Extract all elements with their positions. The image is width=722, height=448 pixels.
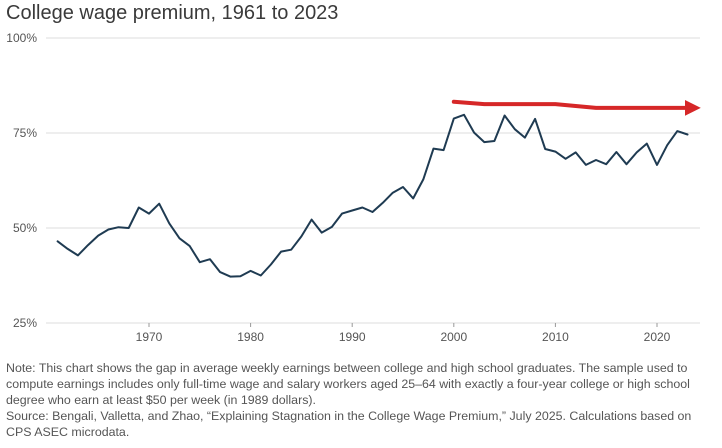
annotation-layer	[451, 99, 701, 116]
data-point-1975	[199, 261, 201, 263]
data-point-1965	[97, 234, 99, 236]
x-tick-label: 1970	[136, 330, 163, 344]
data-point-1974	[188, 245, 190, 247]
data-point-1999	[442, 149, 444, 151]
data-point-1986	[310, 218, 312, 220]
data-point-2023	[686, 133, 688, 135]
data-point-1977	[219, 271, 221, 273]
data-point-1981	[260, 274, 262, 276]
data-point-2004	[493, 140, 495, 142]
data-point-1984	[290, 249, 292, 251]
data-point-2014	[595, 159, 597, 161]
x-tick-label: 1990	[339, 330, 366, 344]
data-point-1963	[77, 254, 79, 256]
data-point-2009	[544, 148, 546, 150]
chart-notes: Note: This chart shows the gap in averag…	[6, 360, 718, 440]
data-point-2012	[575, 151, 577, 153]
data-point-2006	[514, 128, 516, 130]
data-point-1962	[67, 248, 69, 250]
data-point-1990	[351, 209, 353, 211]
data-point-1983	[280, 250, 282, 252]
data-point-2011	[564, 158, 566, 160]
y-tick-label: 25%	[13, 316, 37, 330]
x-axis: 1970 1980 1990 2000 2010 2020	[136, 323, 671, 344]
data-point-1982	[270, 263, 272, 265]
data-point-1992	[371, 211, 373, 213]
data-point-2016	[615, 151, 617, 153]
data-point-2002	[473, 131, 475, 133]
x-tick-label: 2010	[542, 330, 569, 344]
data-point-1978	[229, 275, 231, 277]
data-point-2015	[605, 163, 607, 165]
data-point-2003	[483, 141, 485, 143]
y-tick-label: 100%	[6, 31, 37, 45]
data-point-2000	[453, 117, 455, 119]
data-point-1994	[392, 192, 394, 194]
annotation-arrow-0	[451, 99, 701, 116]
series-line-0	[56, 113, 689, 278]
data-point-2018	[636, 151, 638, 153]
data-point-2007	[524, 136, 526, 138]
data-point-1970	[148, 212, 150, 214]
data-point-1961	[56, 240, 58, 242]
data-point-1998	[432, 147, 434, 149]
data-point-1989	[341, 212, 343, 214]
x-tick-label: 1980	[237, 330, 264, 344]
data-point-2005	[503, 114, 505, 116]
data-point-2019	[646, 142, 648, 144]
data-point-1964	[87, 244, 89, 246]
data-point-2013	[585, 164, 587, 166]
data-point-2022	[676, 130, 678, 132]
y-tick-label: 75%	[13, 126, 37, 140]
data-point-2001	[463, 114, 465, 116]
series-layer	[56, 113, 689, 278]
data-point-1995	[402, 186, 404, 188]
data-point-1993	[382, 202, 384, 204]
data-point-1973	[178, 237, 180, 239]
data-point-1980	[249, 270, 251, 272]
data-point-1991	[361, 206, 363, 208]
y-axis: 100% 75% 50% 25%	[6, 31, 37, 330]
data-point-2021	[666, 144, 668, 146]
data-point-1968	[128, 227, 130, 229]
data-point-1969	[138, 206, 140, 208]
data-point-1966	[107, 228, 109, 230]
x-tick-label: 2020	[644, 330, 671, 344]
y-tick-label: 50%	[13, 221, 37, 235]
note-text: Note: This chart shows the gap in averag…	[6, 361, 690, 407]
data-point-2017	[625, 163, 627, 165]
data-point-1976	[209, 258, 211, 260]
gridlines	[46, 37, 700, 324]
data-point-1985	[300, 235, 302, 237]
data-point-1971	[158, 203, 160, 205]
data-point-1988	[331, 226, 333, 228]
data-point-2020	[656, 164, 658, 166]
x-tick-label: 2000	[440, 330, 467, 344]
data-point-1987	[321, 231, 323, 233]
data-point-1996	[412, 197, 414, 199]
data-point-1967	[117, 226, 119, 228]
data-point-2010	[554, 150, 556, 152]
source-text: Source: Bengali, Valletta, and Zhao, “Ex…	[6, 409, 692, 439]
data-point-1972	[168, 222, 170, 224]
data-point-1979	[239, 275, 241, 277]
data-point-2008	[534, 118, 536, 120]
chart-title: College wage premium, 1961 to 2023	[6, 2, 339, 24]
data-point-1997	[422, 178, 424, 180]
